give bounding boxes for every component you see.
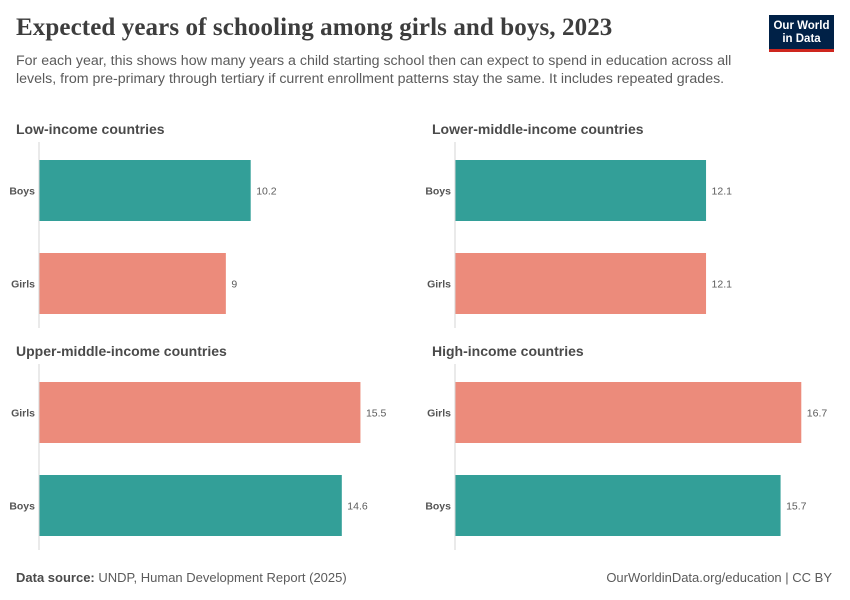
- category-label-boys: Boys: [9, 501, 35, 513]
- value-label-girls: 9: [231, 279, 237, 291]
- bar-boys[interactable]: [39, 475, 342, 536]
- panel-lower-middle-income: Boys 12.1 Girls 12.1: [425, 142, 732, 328]
- bar-girls[interactable]: [39, 382, 361, 443]
- panel-upper-middle-income: Girls 15.5 Boys 14.6: [9, 364, 387, 550]
- panel-title-high-income: High-income countries: [432, 343, 584, 359]
- panel-title-upper-middle-income: Upper-middle-income countries: [16, 343, 227, 359]
- bar-girls[interactable]: [455, 382, 802, 443]
- value-label-boys: 14.6: [347, 501, 368, 513]
- category-label-girls: Girls: [427, 279, 451, 291]
- chart-subtitle: For each year, this shows how many years…: [16, 53, 732, 87]
- category-label-girls: Girls: [427, 408, 451, 420]
- category-label-boys: Boys: [425, 501, 451, 513]
- panel-high-income: Girls 16.7 Boys 15.7: [425, 364, 827, 550]
- logo-line-1: Our World: [773, 20, 830, 32]
- chart-title: Expected years of schooling among girls …: [16, 14, 613, 41]
- data-source-label: Data source:: [16, 570, 95, 585]
- value-label-boys: 15.7: [786, 501, 807, 513]
- bar-boys[interactable]: [39, 160, 251, 221]
- footer-link[interactable]: OurWorldinData.org/education | CC BY: [606, 570, 832, 585]
- data-source-text: UNDP, Human Development Report (2025): [98, 570, 347, 585]
- logo-line-2: in Data: [782, 33, 821, 45]
- panel-title-low-income: Low-income countries: [16, 121, 165, 137]
- category-label-girls: Girls: [11, 279, 35, 291]
- value-label-boys: 12.1: [712, 186, 733, 198]
- bar-boys[interactable]: [455, 160, 707, 221]
- category-label-boys: Boys: [425, 186, 451, 198]
- panel-title-lower-middle-income: Lower-middle-income countries: [432, 121, 644, 137]
- owid-logo[interactable]: Our World in Data: [769, 15, 834, 52]
- value-label-girls: 16.7: [807, 408, 828, 420]
- value-label-girls: 15.5: [366, 408, 387, 420]
- bar-girls[interactable]: [39, 253, 226, 314]
- value-label-girls: 12.1: [712, 279, 733, 291]
- value-label-boys: 10.2: [256, 186, 277, 198]
- bar-girls[interactable]: [455, 253, 707, 314]
- category-label-boys: Boys: [9, 186, 35, 198]
- category-label-girls: Girls: [11, 408, 35, 420]
- data-source: Data source: UNDP, Human Development Rep…: [16, 570, 347, 585]
- bar-boys[interactable]: [455, 475, 781, 536]
- panel-low-income: Boys 10.2 Girls 9: [9, 142, 277, 328]
